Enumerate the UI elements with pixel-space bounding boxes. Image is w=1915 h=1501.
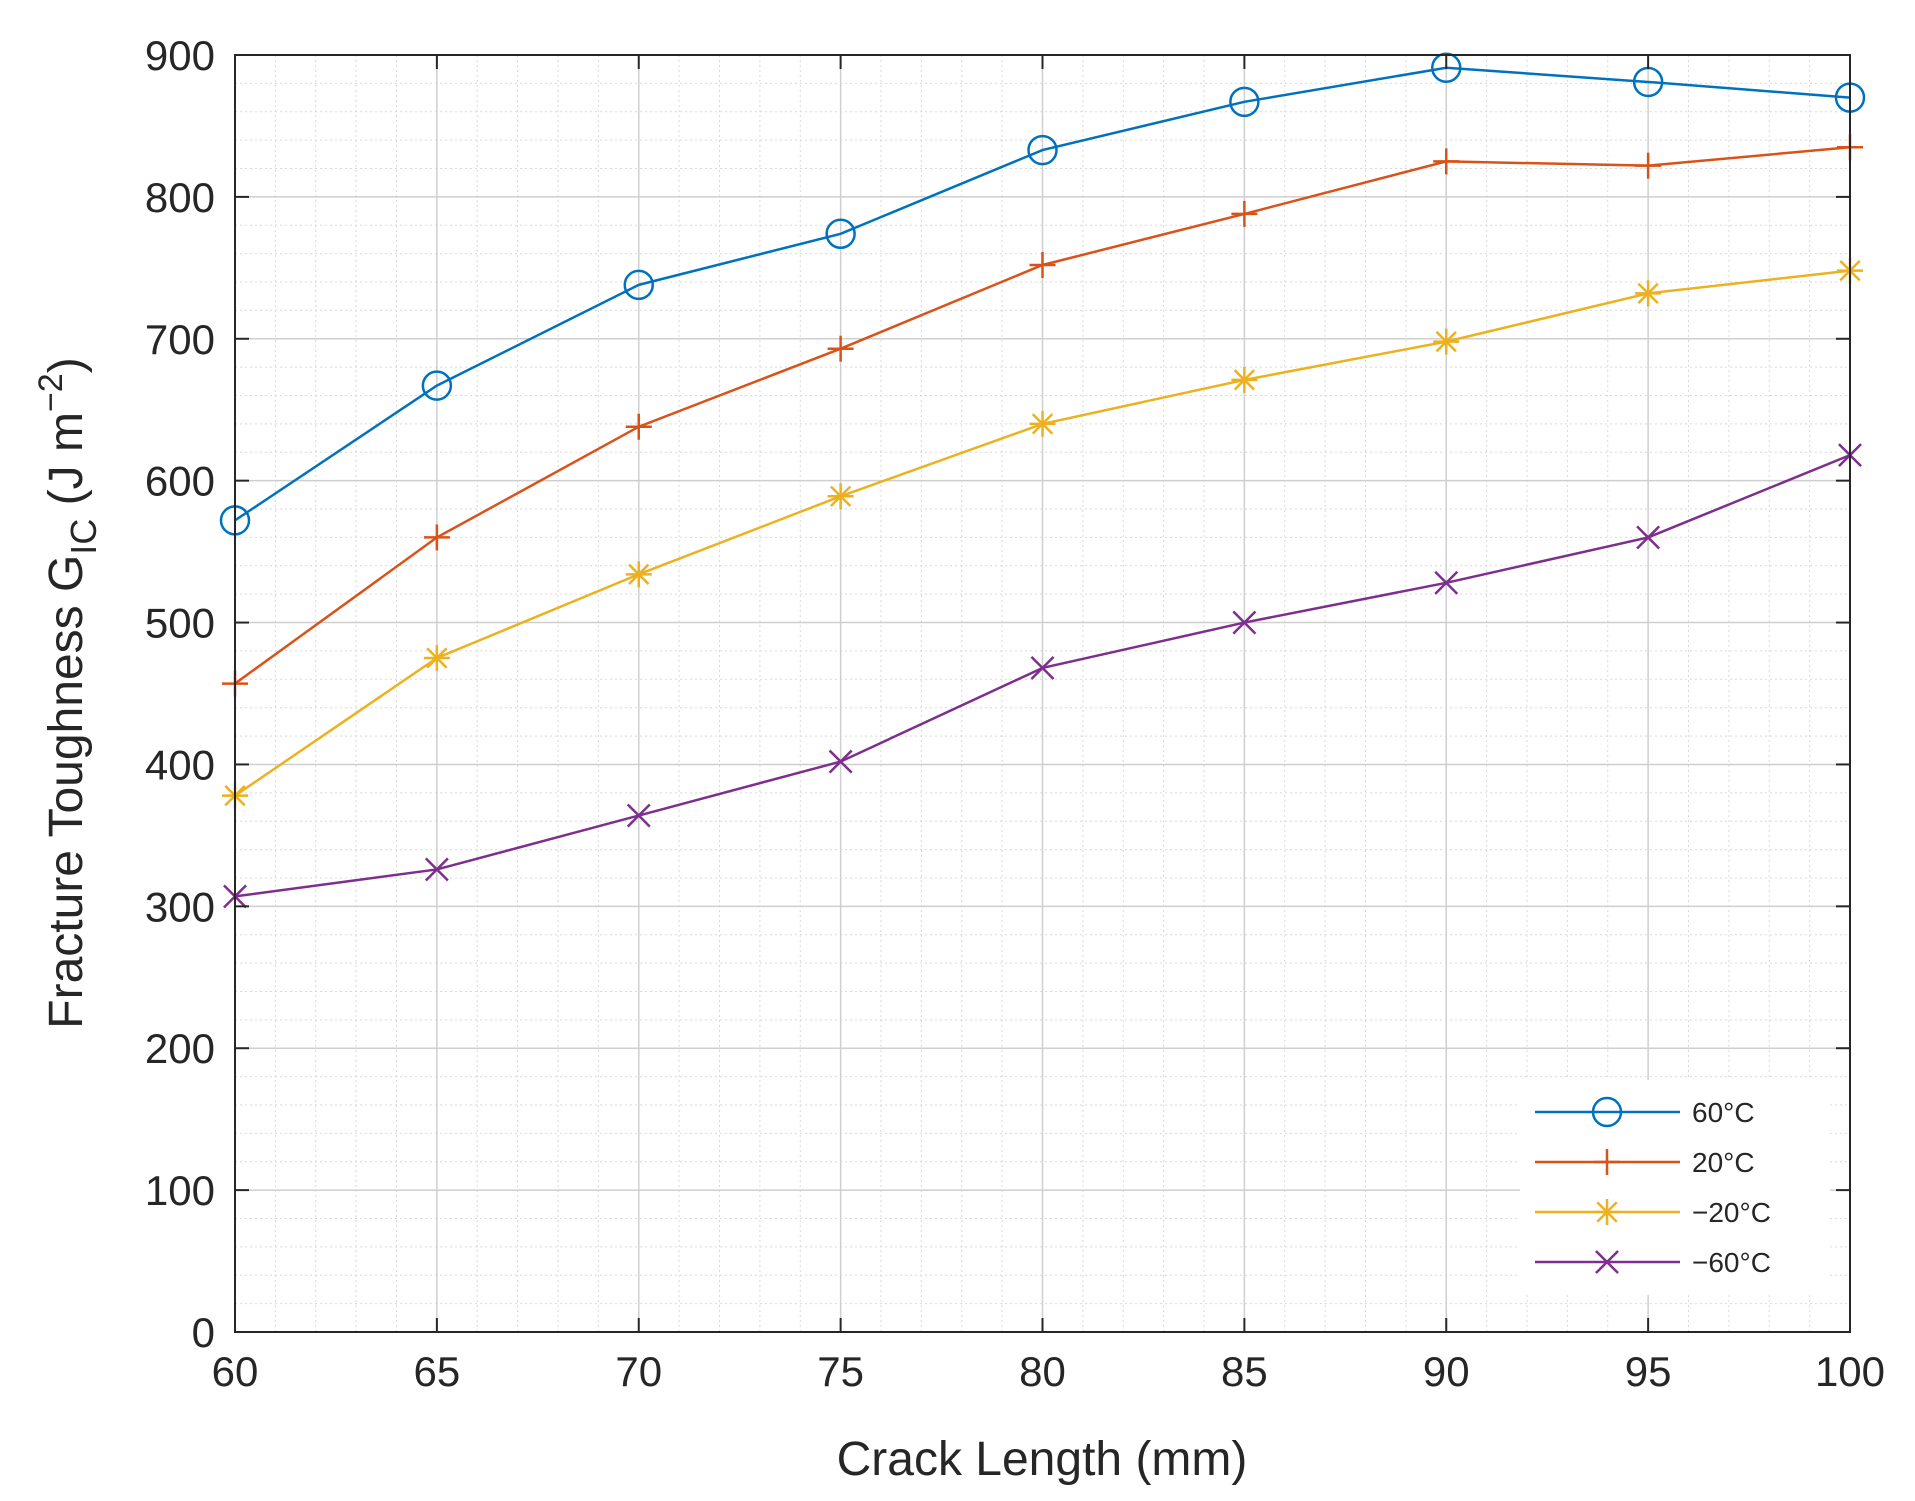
- y-tick-label: 100: [145, 1167, 215, 1214]
- data-point: [1029, 410, 1056, 437]
- data-point: [828, 749, 853, 774]
- legend-entry: −20°C: [1535, 1197, 1771, 1228]
- x-tick-label: 100: [1815, 1348, 1885, 1395]
- data-point: [1229, 86, 1260, 118]
- data-point: [423, 524, 450, 551]
- data-point-stroke: [626, 803, 651, 828]
- data-point: [1431, 52, 1462, 84]
- y-tick-label: 600: [145, 458, 215, 505]
- data-point: [1231, 200, 1258, 227]
- axis-ticks: [234, 54, 1851, 1333]
- y-axis-label-exponent: −2: [32, 373, 70, 412]
- y-tick-label: 0: [192, 1309, 215, 1356]
- legend-entry: 60°C: [1535, 1096, 1755, 1128]
- data-point: [625, 561, 652, 588]
- data-point: [626, 803, 651, 828]
- data-point: [1434, 570, 1459, 595]
- legend-swatch-marker-stroke: [1595, 1250, 1619, 1274]
- x-tick-label: 90: [1423, 1348, 1470, 1395]
- y-tick-label: 400: [145, 741, 215, 788]
- series-3: [222, 257, 1863, 809]
- data-point: [1232, 610, 1257, 635]
- legend-entry: −60°C: [1535, 1247, 1771, 1278]
- y-tick-label: 900: [145, 32, 215, 79]
- y-axis-label: Fracture Toughness GIC (J m−2): [32, 357, 104, 1028]
- data-point: [1433, 328, 1460, 355]
- data-point-stroke: [828, 749, 853, 774]
- data-point: [1029, 251, 1056, 278]
- data-point-stroke: [829, 485, 852, 507]
- data-point: [825, 218, 856, 250]
- data-point-stroke: [424, 857, 449, 882]
- y-axis-label-close: ): [40, 357, 93, 373]
- data-point-stroke: [1636, 525, 1661, 550]
- data-point: [1635, 280, 1662, 307]
- x-tick-label: 60: [212, 1348, 259, 1395]
- x-tick-labels: 60 65 70 75 80 85 90 95 100: [212, 1348, 1885, 1395]
- y-tick-label: 800: [145, 174, 215, 221]
- legend-label: −60°C: [1692, 1247, 1771, 1278]
- legend-swatch-marker: [1594, 1199, 1620, 1225]
- y-tick-label: 200: [145, 1025, 215, 1072]
- legend-box: [1520, 1080, 1830, 1295]
- data-point-stroke: [426, 647, 448, 669]
- data-point: [625, 413, 652, 440]
- data-point: [827, 335, 854, 362]
- data-point-stroke: [1435, 330, 1457, 353]
- data-point-stroke: [1233, 369, 1256, 391]
- y-tick-label: 500: [145, 600, 215, 647]
- x-axis-label: Crack Length (mm): [837, 1433, 1248, 1486]
- x-tick-label: 85: [1221, 1348, 1268, 1395]
- x-tick-label: 70: [615, 1348, 662, 1395]
- legend-entry: 20°C: [1535, 1147, 1755, 1178]
- data-point: [423, 645, 450, 672]
- data-point-stroke: [1031, 413, 1054, 435]
- data-point: [421, 370, 453, 401]
- series-layer: [219, 52, 1866, 909]
- data-point-stroke: [1030, 656, 1055, 680]
- data-point-stroke: [1232, 610, 1257, 635]
- data-point: [1231, 366, 1258, 393]
- y-axis-label-unit: (J m: [40, 412, 93, 519]
- data-point-stroke: [1434, 570, 1459, 595]
- legend-label: 20°C: [1692, 1147, 1755, 1178]
- legend-swatch-marker-stroke: [1596, 1201, 1618, 1223]
- legend-swatch-marker: [1591, 1096, 1623, 1128]
- x-tick-label: 95: [1625, 1348, 1672, 1395]
- data-point: [1636, 525, 1661, 550]
- data-point: [827, 483, 854, 510]
- y-axis-label-main: Fracture Toughness G: [40, 555, 93, 1029]
- x-tick-label: 65: [414, 1348, 461, 1395]
- legend-label: 60°C: [1692, 1097, 1755, 1128]
- y-tick-labels: 0 100 200 300 400 500 600 700 800 900: [145, 32, 215, 1356]
- legend-swatch-marker: [1594, 1149, 1620, 1175]
- legend: 60°C 20°C −20°C −60°C: [1520, 1080, 1830, 1295]
- x-tick-label: 75: [817, 1348, 864, 1395]
- series-line: [234, 66, 1851, 522]
- data-point: [1027, 134, 1058, 166]
- y-tick-label: 700: [145, 316, 215, 363]
- legend-label: −20°C: [1692, 1197, 1771, 1228]
- data-point: [1635, 152, 1662, 179]
- x-tick-label: 80: [1019, 1348, 1066, 1395]
- data-point-stroke: [1637, 282, 1659, 305]
- data-point: [1433, 148, 1460, 175]
- y-axis-label-subscript: IC: [63, 519, 104, 555]
- data-point: [424, 857, 449, 882]
- data-point-stroke: [628, 563, 650, 585]
- data-point: [623, 269, 654, 301]
- y-tick-label: 300: [145, 883, 215, 930]
- data-point: [1030, 656, 1055, 680]
- legend-swatch-marker: [1595, 1250, 1619, 1274]
